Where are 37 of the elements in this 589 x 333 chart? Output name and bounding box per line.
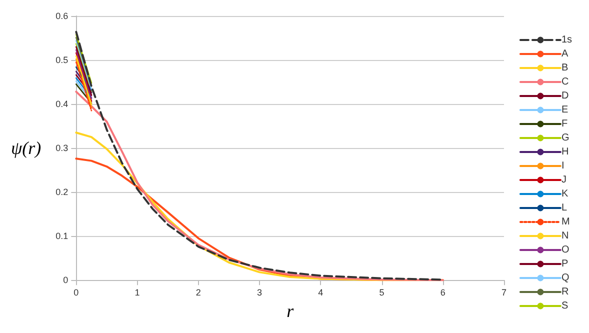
legend-label: O: [561, 244, 570, 256]
y-tick-label: 0.2: [56, 187, 68, 198]
legend-label: P: [561, 258, 568, 270]
legend-label: H: [561, 146, 569, 158]
x-tick-label: 1: [134, 288, 140, 298]
y-tick-label: 0.5: [56, 55, 68, 66]
x-tick-label: 5: [379, 288, 384, 298]
legend-label: D: [561, 90, 569, 102]
y-tick-label: 0.6: [56, 11, 68, 21]
y-axis-title: ψ(r): [10, 138, 42, 158]
x-tick-label: 3: [257, 288, 262, 298]
x-tick-label: 6: [440, 288, 446, 298]
legend-label: G: [561, 132, 570, 144]
y-tick-label: 0: [63, 275, 68, 286]
x-tick-label: 2: [196, 288, 201, 298]
y-tick-label: 0.4: [56, 99, 68, 110]
legend-label: B: [561, 62, 568, 74]
legend-label: A: [561, 48, 568, 60]
legend-label: K: [561, 188, 568, 200]
legend-label: S: [561, 300, 568, 312]
x-tick-label: 7: [501, 288, 507, 298]
legend-label: I: [561, 160, 564, 172]
legend-label: 1s: [561, 34, 572, 46]
x-axis-title: r: [286, 301, 295, 321]
y-tick-label: 0.3: [56, 143, 68, 154]
legend-label: L: [561, 202, 568, 214]
legend-label: M: [561, 216, 570, 228]
legend-label: F: [561, 118, 568, 130]
legend-label: E: [561, 104, 568, 116]
legend-label: Q: [561, 272, 570, 284]
y-tick-label: 0.1: [56, 231, 68, 242]
legend-label: N: [561, 230, 569, 242]
legend-label: J: [561, 174, 566, 186]
legend-label: C: [561, 76, 569, 88]
x-tick-label: 0: [74, 288, 79, 298]
x-tick-label: 4: [318, 288, 324, 298]
legend-label: R: [561, 286, 569, 298]
